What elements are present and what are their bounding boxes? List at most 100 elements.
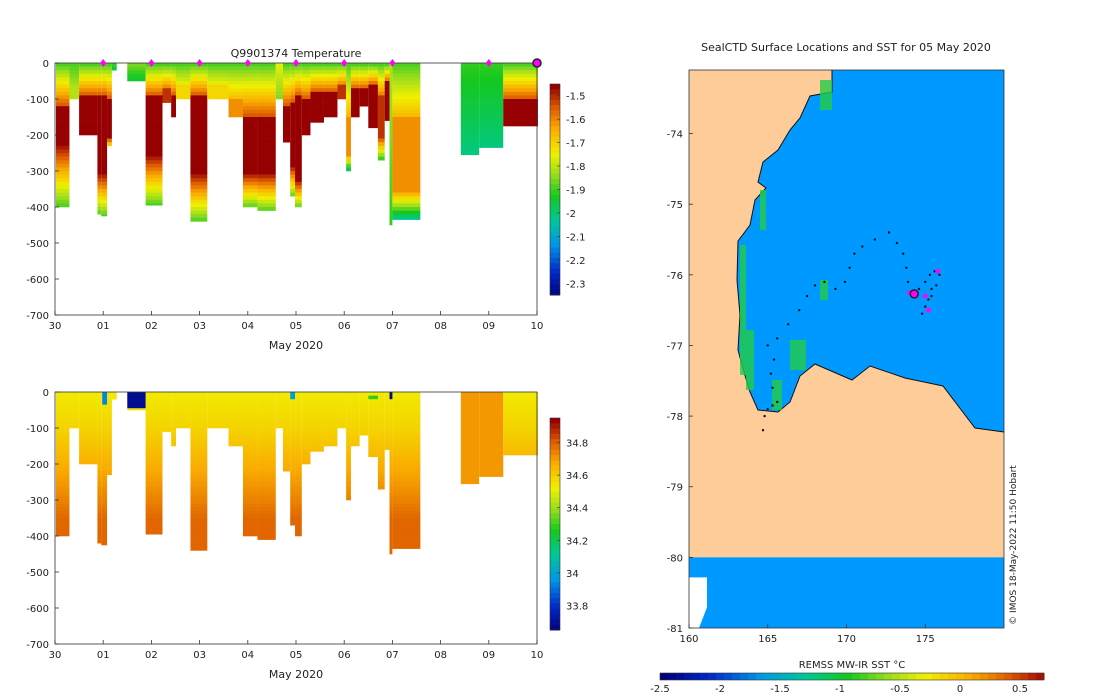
salinity-cell [350, 428, 360, 432]
temperature-cell [257, 117, 276, 121]
salinity-cell [460, 406, 480, 411]
temperature-cell [190, 73, 208, 78]
salinity-cell [228, 424, 243, 429]
temperature-cell [79, 131, 98, 136]
temperature-cell [460, 138, 480, 143]
salinity-cell [190, 417, 208, 422]
temperature-cell [282, 91, 291, 96]
salinity-colorbar-tick-label: 34.4 [566, 504, 588, 515]
salinity-cell [97, 402, 102, 407]
salinity-x-tick-label: 08 [434, 650, 447, 661]
salinity-cell [107, 413, 112, 418]
track-point [928, 273, 932, 277]
temperature-cell [55, 95, 70, 100]
salinity-cell [392, 438, 421, 443]
temperature-cell [97, 199, 102, 204]
temperature-cell [257, 81, 276, 85]
salinity-cell [190, 539, 208, 544]
temperature-cell [55, 113, 70, 118]
salinity-cell [257, 435, 276, 440]
salinity-cell [55, 489, 70, 494]
salinity-cell [275, 410, 283, 414]
temperature-cell [190, 77, 208, 82]
temperature-cell [295, 131, 302, 136]
temperature-cell [101, 88, 108, 93]
salinity-cell [460, 456, 480, 461]
salinity-cell [101, 482, 108, 486]
temperature-cell [290, 95, 296, 100]
salinity-cell [111, 395, 117, 400]
temperature-cell [69, 81, 80, 85]
temperature-cell [190, 153, 208, 157]
temperature-cell [101, 153, 108, 157]
temperature-cell [282, 109, 291, 114]
salinity-cell [282, 435, 291, 440]
salinity-cell [392, 460, 421, 465]
temperature-colorbar-tick-label: -1.6 [566, 115, 586, 126]
salinity-cell [228, 402, 243, 407]
salinity-cell [346, 478, 351, 483]
temperature-cell [377, 77, 385, 82]
salinity-cell [346, 424, 351, 429]
salinity-cell [107, 446, 112, 450]
salinity-cell [101, 485, 108, 490]
temperature-cell [337, 95, 347, 100]
temperature-cell [257, 124, 276, 129]
temperature-cell [346, 88, 351, 93]
temperature-cell [377, 127, 385, 132]
temperature-cell [295, 163, 302, 168]
salinity-cell [295, 395, 302, 400]
salinity-cell [389, 500, 393, 504]
salinity-cell [503, 420, 538, 425]
salinity-cell [389, 536, 393, 540]
temperature-cell [242, 149, 258, 154]
salinity-cell [389, 478, 393, 483]
temperature-cell [346, 84, 351, 89]
temperature-cell [392, 142, 421, 147]
salinity-cell [145, 485, 163, 490]
temperature-cell [350, 95, 360, 100]
salinity-cell [337, 399, 347, 404]
temperature-cell [171, 102, 176, 107]
temperature-cell [384, 63, 390, 67]
salinity-cell [282, 417, 291, 422]
salinity-cell [242, 420, 258, 425]
temperature-cell [282, 63, 291, 67]
salinity-cell [323, 399, 338, 404]
salinity-cell [242, 395, 258, 400]
temperature-cell [295, 81, 302, 85]
map-y-ticks: -74-75-76-77-78-79-80-81 [667, 130, 693, 635]
temperature-cell [107, 142, 112, 147]
salinity-cell [392, 543, 421, 548]
temperature-cell [111, 66, 117, 71]
temperature-cell [392, 84, 421, 89]
salinity-cell [346, 464, 351, 468]
temperature-cell [295, 156, 302, 161]
salinity-cell [242, 446, 258, 450]
salinity-cell [503, 410, 538, 414]
map-colorbar-step [660, 673, 669, 680]
salinity-cell [145, 442, 163, 447]
salinity-cell [55, 464, 70, 468]
salinity-cell [101, 536, 108, 540]
map-colorbar-step [692, 673, 701, 680]
salinity-cell [145, 449, 163, 454]
salinity-cell [55, 456, 70, 461]
temperature-cell [190, 174, 208, 179]
temperature-cell [384, 84, 390, 89]
temperature-cell [55, 106, 70, 111]
map-colorbar-step [860, 673, 869, 680]
latest-profile-marker [532, 58, 542, 68]
salinity-cell [242, 431, 258, 436]
temperature-cell [171, 113, 176, 118]
salinity-cell [392, 435, 421, 440]
temperature-colorbar-step [550, 142, 560, 148]
temperature-cell [377, 142, 385, 147]
salinity-cell [295, 435, 302, 440]
temperature-cell [359, 99, 369, 103]
salinity-cell [55, 510, 70, 515]
salinity-cell [145, 438, 163, 443]
temperature-cell [171, 77, 176, 82]
temperature-cell [337, 77, 347, 82]
temperature-cell [384, 81, 390, 85]
